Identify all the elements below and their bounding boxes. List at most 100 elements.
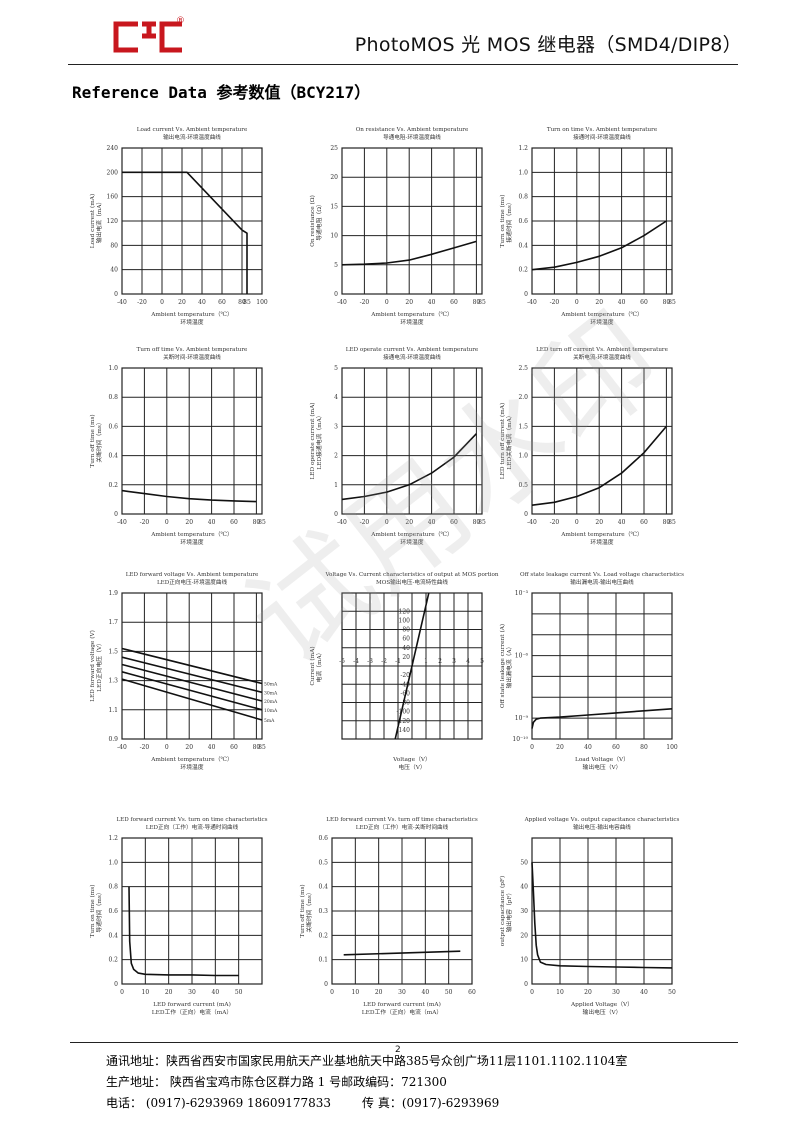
x-tick-label: 40	[208, 744, 216, 751]
page-number: 2	[395, 1045, 401, 1055]
x-axis-label-cn: 环境温度	[590, 538, 613, 546]
chart-led-forward-voltage: LED forward voltage Vs. Ambient temperat…	[89, 572, 278, 771]
y-tick-label: 0.5	[318, 859, 328, 866]
series-label: 10mA	[264, 708, 278, 714]
y-tick-label: 40	[402, 645, 410, 652]
plot-frame	[531, 592, 673, 740]
series-line	[121, 656, 263, 694]
series-line	[531, 862, 673, 969]
chart-title: Voltage Vs. Current characteristics of o…	[324, 572, 498, 578]
y-tick-label: 1.0	[518, 169, 528, 176]
x-tick-label: 85	[258, 519, 266, 526]
y-tick-label: 20	[330, 174, 338, 181]
chart-title: Load current Vs. Ambient temperature	[137, 127, 248, 133]
y-tick-label: 10	[330, 233, 338, 240]
chart-title: LED forward current Vs. turn off time ch…	[326, 817, 478, 823]
y-tick-label: 0.4	[318, 884, 328, 891]
y-axis-label: Current (mA)	[309, 646, 316, 685]
series-line	[343, 950, 461, 956]
chart-led-current-turn-on: LED forward current Vs. turn on time cha…	[89, 817, 268, 1016]
x-tick-label: 3	[452, 658, 456, 665]
series-line	[128, 886, 239, 977]
plot-frame	[121, 837, 263, 985]
x-tick-label: 60	[218, 299, 226, 306]
x-axis-label-cn: 环境温度	[400, 538, 423, 546]
y-tick-label: 80	[402, 627, 410, 634]
x-tick-label: 60	[230, 744, 238, 751]
x-tick-label: 80	[238, 299, 246, 306]
x-tick-label: 40	[640, 989, 648, 996]
y-tick-label: 20	[520, 932, 528, 939]
series-line	[341, 433, 477, 501]
x-tick-label: 10	[556, 989, 564, 996]
x-tick-label: -20	[140, 744, 150, 751]
y-tick-label: -40	[400, 681, 410, 688]
y-tick-label: 50	[520, 859, 528, 866]
y-tick-label: 0	[524, 511, 528, 518]
x-tick-label: 0	[330, 989, 334, 996]
x-tick-label: 85	[478, 299, 486, 306]
y-axis-label-cn: 输出电流（mA）	[95, 199, 103, 243]
footer-phone: 电话： (0917)-6293969 18609177833	[106, 1096, 332, 1110]
x-tick-label: 2	[438, 658, 442, 665]
y-axis-label-cn: 输出漏电流（A）	[505, 644, 513, 689]
x-tick-label: -20	[360, 519, 370, 526]
x-axis-label-cn: 环境温度	[180, 538, 203, 546]
plot-frame	[121, 592, 263, 740]
x-tick-label: -40	[117, 299, 127, 306]
chart-led-operate-current: LED operate current Vs. Ambient temperat…	[309, 347, 486, 546]
x-axis-label: LED forward current (mA)	[363, 1001, 441, 1008]
x-tick-label: -40	[337, 299, 347, 306]
y-tick-label: 1.3	[108, 678, 118, 685]
x-axis-label-cn: LED工作（正向）电流（mA）	[362, 1008, 442, 1016]
y-axis-label: Off state leakage current (A)	[499, 624, 506, 708]
y-tick-label: 40	[110, 267, 118, 274]
y-tick-label: 0	[334, 511, 338, 518]
y-tick-label: 10	[520, 957, 528, 964]
series-label: 20mA	[264, 699, 278, 705]
x-axis-label: Load Voltage（V）	[575, 756, 629, 763]
x-tick-label: 10	[352, 989, 360, 996]
x-tick-label: 80	[663, 519, 671, 526]
plot-frame	[331, 837, 473, 985]
y-tick-label: 0	[114, 291, 118, 298]
x-tick-label: 50	[445, 989, 453, 996]
plot-frame	[341, 592, 483, 740]
series-line	[531, 708, 673, 729]
x-tick-label: 85	[243, 299, 251, 306]
y-axis-label-cn: LED接通电流（mA）	[315, 412, 323, 469]
x-axis-label: LED forward current (mA)	[153, 1001, 231, 1008]
x-axis-label: Ambient temperature（℃）	[150, 311, 233, 318]
x-tick-label: 0	[385, 299, 389, 306]
x-tick-label: -20	[550, 299, 560, 306]
x-axis-label: Voltage（V）	[392, 756, 431, 763]
x-tick-label: 20	[178, 299, 186, 306]
series-line	[121, 489, 257, 503]
y-axis-label: LED operate current (mA)	[309, 402, 316, 479]
chart-turn-off-time: Turn off time Vs. Ambient temperature关断时…	[89, 347, 266, 546]
x-axis-label-cn: 环境温度	[180, 318, 203, 326]
y-tick-label: 200	[107, 169, 119, 176]
plot-frame	[531, 837, 673, 985]
series-line	[121, 647, 263, 685]
series-line	[121, 678, 263, 721]
chart-title: Turn on time Vs. Ambient temperature	[547, 127, 658, 133]
chart-subtitle: 输出电流-环境温度曲线	[163, 133, 221, 141]
chart-subtitle: 接通时间-环境温度曲线	[573, 133, 631, 141]
x-tick-label: 40	[584, 744, 592, 751]
y-tick-label: 5	[334, 262, 338, 269]
y-tick-label: 0.2	[518, 267, 528, 274]
y-tick-label: 0	[524, 981, 528, 988]
x-tick-label: 20	[584, 989, 592, 996]
chart-off-state-leakage: Off state leakage current Vs. Load volta…	[499, 572, 684, 771]
x-tick-label: 0	[165, 744, 169, 751]
x-tick-label: 40	[428, 519, 436, 526]
footer-divider	[70, 1042, 738, 1043]
section-title: Reference Data 参考数值（BCY217）	[72, 83, 371, 102]
x-tick-label: 0	[530, 744, 534, 751]
y-tick-label: 1.7	[108, 619, 118, 626]
y-tick-label: 120	[107, 218, 119, 225]
y-tick-label: 2.5	[518, 365, 528, 372]
x-axis-label: Ambient temperature（℃）	[150, 756, 233, 763]
x-tick-label: 80	[640, 744, 648, 751]
